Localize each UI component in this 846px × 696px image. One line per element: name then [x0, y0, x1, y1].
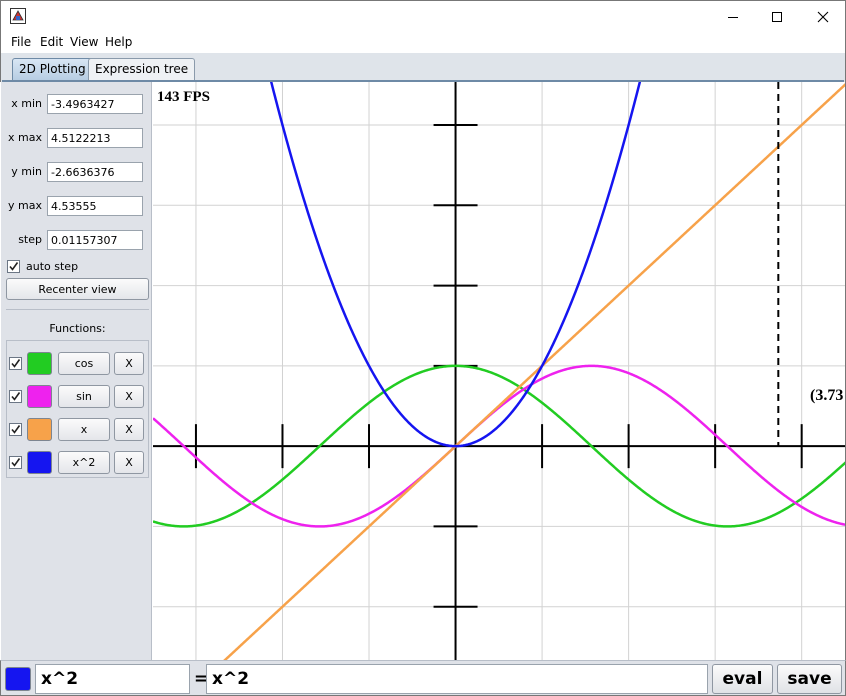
xmax-label: x max — [8, 131, 42, 144]
remove-function-button[interactable]: X — [114, 418, 144, 441]
xmin-label: x min — [11, 97, 42, 110]
function-name-button[interactable]: sin — [58, 385, 110, 408]
curve-x-squared — [269, 82, 642, 448]
settings-sidebar: x min x max y min y max step auto step R… — [1, 82, 152, 660]
menu-edit[interactable]: Edit — [40, 35, 64, 49]
function-color-swatch[interactable] — [27, 385, 52, 408]
fps-counter: 143 FPS — [157, 89, 210, 105]
menu-help[interactable]: Help — [105, 35, 133, 49]
menu-view[interactable]: View — [70, 35, 99, 49]
ymin-field[interactable] — [47, 162, 143, 182]
remove-function-button[interactable]: X — [114, 352, 144, 375]
remove-function-button[interactable]: X — [114, 385, 144, 408]
plot-curves — [153, 82, 845, 660]
function-name-button[interactable]: cos — [58, 352, 110, 375]
function-name-button[interactable]: x — [58, 418, 110, 441]
close-button[interactable] — [800, 1, 846, 32]
auto-step-checkbox[interactable] — [7, 260, 20, 273]
curve-sin — [153, 364, 845, 528]
maximize-button[interactable] — [754, 1, 800, 32]
tab-divider — [2, 80, 844, 82]
plot-axes — [153, 82, 845, 660]
minimize-button[interactable] — [710, 1, 756, 32]
app-icon — [10, 8, 26, 24]
xmin-field[interactable] — [47, 94, 143, 114]
function-color-swatch[interactable] — [27, 451, 52, 474]
plot-grid — [153, 82, 845, 660]
functions-header: Functions: — [49, 322, 106, 335]
function-enabled-checkbox[interactable] — [9, 357, 22, 370]
xmax-field[interactable] — [47, 128, 143, 148]
remove-function-button[interactable]: X — [114, 451, 144, 474]
tab-strip: 2D Plotting Expression tree — [0, 53, 846, 82]
ymin-label: y min — [11, 165, 42, 178]
ymax-field[interactable] — [47, 196, 143, 216]
cursor-coordinate-readout: (3.73 — [810, 387, 843, 404]
functions-list — [6, 340, 149, 478]
step-label: step — [18, 233, 42, 246]
plot-svg[interactable]: 143 FPS (3.73 — [153, 82, 846, 660]
function-enabled-checkbox[interactable] — [9, 456, 22, 469]
plot-canvas[interactable]: 143 FPS (3.73 — [153, 82, 846, 660]
expression-result[interactable] — [206, 664, 708, 694]
function-enabled-checkbox[interactable] — [9, 390, 22, 403]
menu-bar: File Edit View Help — [0, 31, 846, 53]
expression-bar: = eval save — [0, 660, 846, 696]
expression-color-swatch[interactable] — [5, 667, 31, 691]
ymax-label: y max — [8, 199, 42, 212]
menu-file[interactable]: File — [11, 35, 32, 49]
function-enabled-checkbox[interactable] — [9, 423, 22, 436]
equals-sign: = — [194, 669, 209, 689]
save-button[interactable]: save — [777, 664, 842, 694]
tab-expression-tree[interactable]: Expression tree — [88, 58, 196, 80]
function-name-button[interactable]: x^2 — [58, 451, 110, 474]
function-color-swatch[interactable] — [27, 352, 52, 375]
tab-2d-plotting[interactable]: 2D Plotting — [12, 58, 93, 80]
expression-input[interactable] — [35, 664, 190, 694]
title-bar — [0, 0, 846, 31]
step-field[interactable] — [47, 230, 143, 250]
auto-step-label: auto step — [26, 260, 79, 273]
sidebar-separator — [6, 309, 149, 310]
curve-cos — [153, 364, 845, 528]
curve-x — [223, 83, 845, 660]
eval-button[interactable]: eval — [712, 664, 773, 694]
recenter-view-button[interactable]: Recenter view — [6, 278, 149, 300]
function-color-swatch[interactable] — [27, 418, 52, 441]
